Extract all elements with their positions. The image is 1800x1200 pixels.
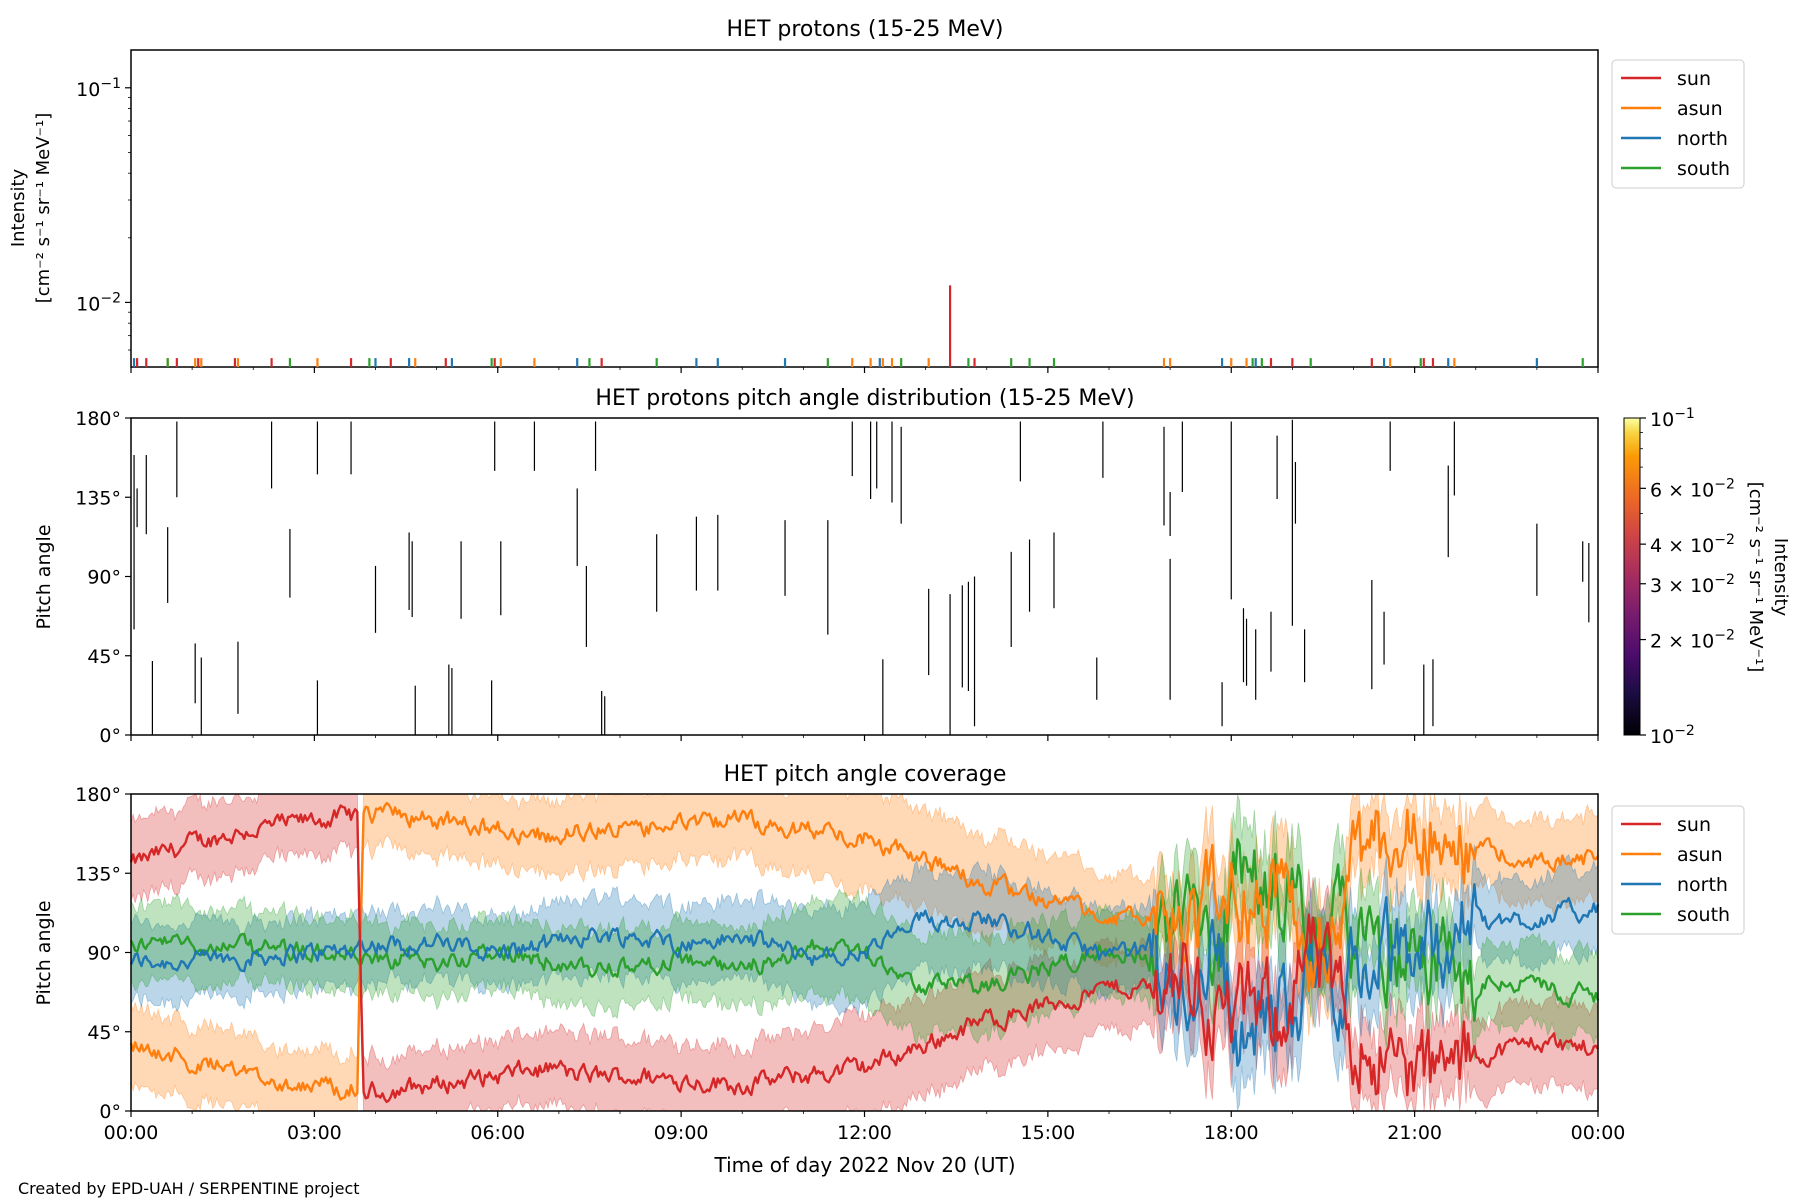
colorbar: 10−2 2 × 10−2 3 × 10−2 4 × 10−2 6 × 10−2 10−1… (1623, 406, 1791, 748)
y-tick-label: 180° (75, 784, 121, 806)
panel1-ylabel-line2: [cm⁻² s⁻¹ sr⁻¹ MeV⁻¹] (33, 113, 54, 304)
colorbar-tick-label: 3 × 10−2 (1650, 572, 1735, 597)
sun-mean-line (129, 804, 1600, 1104)
panel2-xticks (130, 735, 1599, 741)
colorbar-tick-label: 10−1 (1650, 406, 1695, 431)
legend3-asun-label: asun (1677, 844, 1723, 866)
x-tick-label: 15:00 (1020, 1122, 1075, 1144)
legend3-sun-label: sun (1677, 814, 1711, 836)
panel1-title: HET protons (15-25 MeV) (727, 17, 1004, 42)
y-tick-label: 90° (87, 943, 121, 965)
x-tick-label: 21:00 (1387, 1122, 1442, 1144)
north-mean-line (129, 883, 1600, 1067)
colorbar-tick-label: 10−2 (1650, 723, 1695, 748)
x-tick-label: 18:00 (1204, 1122, 1259, 1144)
panel-intensity: HET protons (15-25 MeV) 10−2 10−1 Intensi… (8, 17, 1745, 373)
y-tick-label: 180° (75, 408, 121, 430)
panel2-ylabel: Pitch angle (33, 524, 55, 629)
legend1-asun-label: asun (1677, 98, 1723, 120)
legend3-north-label: north (1677, 874, 1728, 896)
panel3-title: HET pitch angle coverage (724, 762, 1007, 787)
panel3-legend: sun asun north south (1611, 805, 1745, 935)
asun-mean-line (129, 801, 1600, 1101)
panel2-marks (133, 419, 1590, 735)
colorbar-gradient (1623, 417, 1641, 736)
x-tick-label: 09:00 (654, 1122, 709, 1144)
legend1-south-label: south (1677, 158, 1730, 180)
legend1-sun-label: sun (1677, 68, 1711, 90)
panel3-ylabel: Pitch angle (33, 900, 55, 1005)
panel1-ylabel-line1: Intensity (8, 168, 29, 247)
colorbar-tick-label: 6 × 10−2 (1650, 476, 1735, 501)
x-tick-label: 06:00 (470, 1122, 525, 1144)
x-tick-label: 03:00 (287, 1122, 342, 1144)
y-tick-label: 90° (87, 567, 121, 589)
x-axis-label: Time of day 2022 Nov 20 (UT) (714, 1153, 1016, 1177)
legend1-north-label: north (1677, 128, 1728, 150)
y-tick-label: 10−2 (76, 290, 121, 315)
colorbar-tick-label: 4 × 10−2 (1650, 532, 1735, 557)
y-tick-label: 0° (99, 725, 121, 747)
y-tick-label: 0° (99, 1101, 121, 1123)
y-tick-label: 135° (75, 863, 121, 885)
x-tick-label: 00:00 (104, 1122, 159, 1144)
panel1-marks (132, 285, 1584, 367)
panel3-marks (129, 792, 1600, 1113)
panel3-xticks: 00:00 03:00 06:00 09:00 12:00 15:00 18:00 21:00… (104, 1111, 1626, 1144)
y-tick-label: 45° (87, 646, 121, 668)
panel1-legend-box (1611, 59, 1745, 189)
panel-coverage: HET pitch angle coverage 0° 45° 90° 135° 180… (33, 762, 1745, 1144)
panel3-yticks: 0° 45° 90° 135° 180° (75, 784, 131, 1123)
x-tick-label: 12:00 (837, 1122, 892, 1144)
legend3-south-label: south (1677, 904, 1730, 926)
y-tick-label: 45° (87, 1022, 121, 1044)
colorbar-label-line1: Intensity (1770, 538, 1791, 617)
x-tick-label: 00:00 (1571, 1122, 1626, 1144)
panel3-legend-box (1611, 805, 1745, 935)
panel1-xticks (130, 367, 1599, 373)
panel2-title: HET protons pitch angle distribution (15… (595, 386, 1134, 411)
y-tick-label: 135° (75, 487, 121, 509)
colorbar-label-line2: [cm⁻² s⁻¹ sr⁻¹ MeV⁻¹] (1745, 482, 1766, 673)
panel-pad: HET protons pitch angle distribution (15… (33, 386, 1791, 748)
y-tick-label: 10−1 (76, 76, 121, 101)
credit-text: Created by EPD-UAH / SERPENTINE project (18, 1179, 360, 1198)
panel1-frame (130, 49, 1599, 368)
panel1-yticks: 10−2 10−1 (76, 76, 131, 351)
colorbar-tick-label: 2 × 10−2 (1650, 628, 1735, 653)
panel1-legend: sun asun north south (1611, 59, 1745, 189)
panel2-yticks: 0° 45° 90° 135° 180° (75, 408, 131, 747)
colorbar-ticks: 10−2 2 × 10−2 3 × 10−2 4 × 10−2 6 × 10−2 10−1 (1640, 406, 1735, 748)
